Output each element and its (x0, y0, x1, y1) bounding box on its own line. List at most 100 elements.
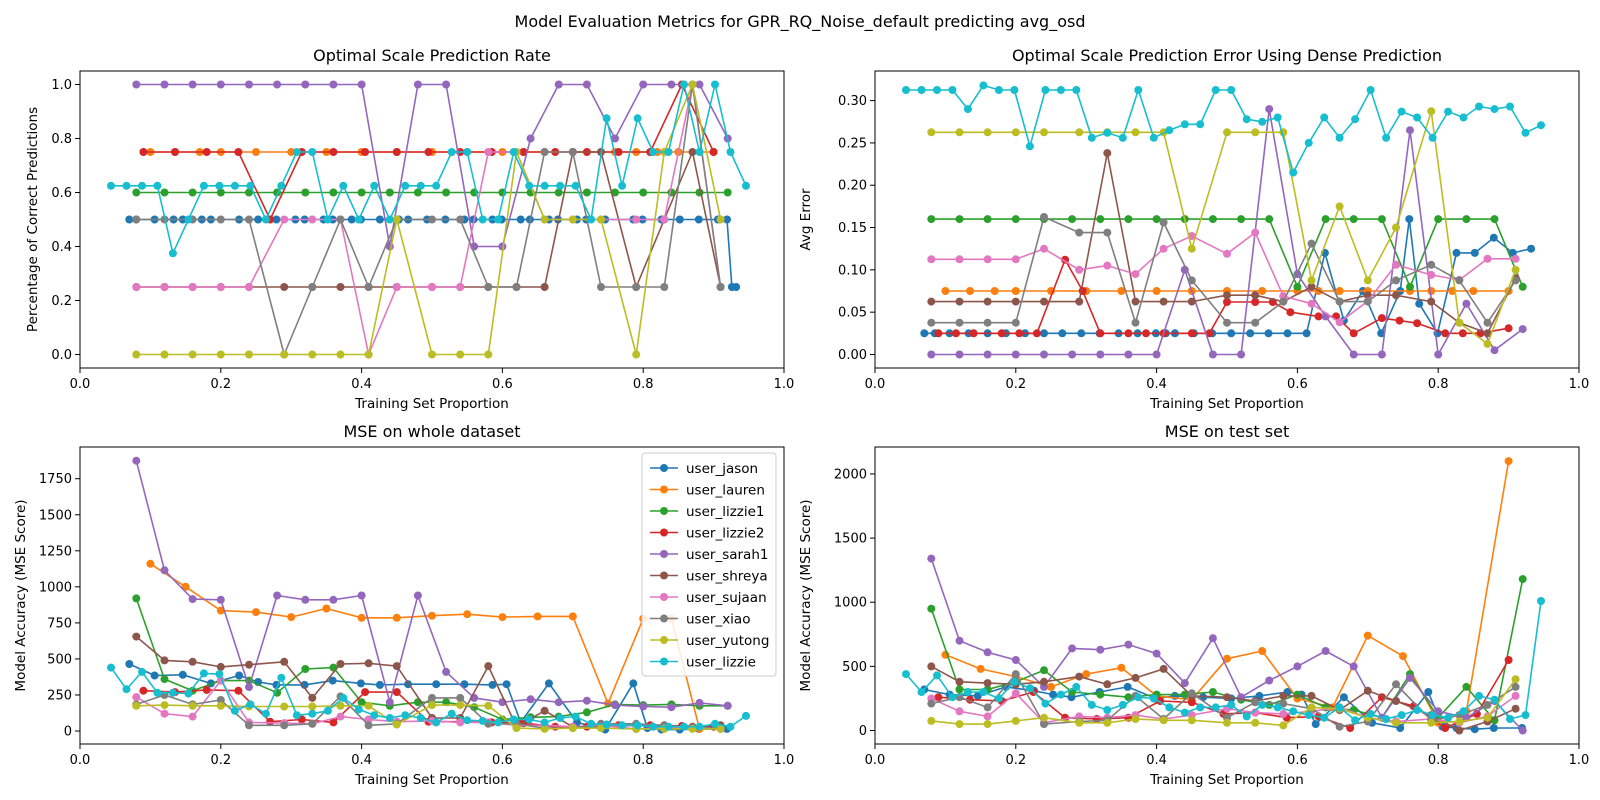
data-point (1490, 695, 1499, 704)
data-point (695, 148, 704, 156)
data-point (963, 105, 972, 114)
data-point (132, 456, 141, 465)
data-point (1462, 215, 1471, 224)
data-point (150, 671, 159, 680)
data-point (955, 707, 964, 716)
data-point (1211, 703, 1220, 712)
data-point (716, 724, 725, 733)
data-point (544, 679, 553, 688)
data-point (1011, 287, 1020, 295)
data-point (160, 283, 169, 291)
data-point (329, 595, 338, 604)
data-point (1413, 113, 1422, 122)
data-point (948, 86, 957, 94)
data-point (1165, 126, 1174, 135)
data-point (902, 670, 910, 679)
data-point (983, 128, 992, 137)
data-point (994, 86, 1003, 94)
data-point (478, 215, 487, 224)
data-point (582, 708, 591, 717)
data-point (188, 350, 197, 359)
data-point (329, 80, 338, 89)
data-point (336, 215, 345, 224)
data-point (1320, 113, 1329, 122)
data-point (107, 663, 115, 672)
data-point (1223, 128, 1231, 137)
data-point (139, 686, 148, 695)
data-point (280, 657, 289, 666)
data-point (1382, 715, 1391, 723)
series-line-user-sarah1 (931, 108, 1524, 356)
data-point (1392, 291, 1400, 300)
data-point (160, 188, 169, 197)
data-point (1521, 711, 1530, 720)
data-point (132, 693, 141, 702)
data-point (347, 215, 356, 224)
data-point (1286, 308, 1295, 317)
legend-item-user-yutong: user_yutong (650, 633, 769, 649)
y-tick-label: 0.6 (51, 186, 72, 201)
data-point (1366, 709, 1375, 718)
data-point (308, 702, 317, 711)
data-point (933, 86, 941, 94)
data-point (246, 181, 255, 190)
data-point (364, 659, 373, 668)
series-user-lizzie2 (934, 255, 1513, 338)
data-point (1149, 133, 1158, 142)
data-point (1521, 128, 1530, 137)
data-point (277, 181, 286, 190)
data-point (902, 86, 910, 94)
data-point (1223, 298, 1231, 306)
data-point (245, 283, 253, 291)
data-point (688, 80, 697, 89)
y-tick-label: 0 (64, 725, 72, 740)
data-point (1335, 703, 1344, 712)
data-point (1415, 299, 1424, 308)
data-point (711, 719, 719, 728)
data-point (660, 283, 669, 291)
data-point (716, 283, 725, 291)
data-point (1075, 297, 1084, 306)
data-point (308, 283, 317, 291)
data-point (160, 701, 169, 710)
data-point (983, 679, 992, 688)
data-point (983, 255, 992, 264)
data-point (1011, 255, 1020, 264)
data-point (1077, 329, 1086, 338)
data-point (216, 80, 225, 89)
data-point (188, 80, 197, 89)
data-point (1075, 128, 1084, 137)
data-point (1040, 244, 1048, 253)
data-point (1075, 228, 1084, 237)
data-point (723, 701, 732, 710)
data-point (1377, 350, 1386, 359)
x-tick-label: 0.2 (210, 377, 231, 392)
data-point (1406, 126, 1414, 135)
data-point (540, 718, 549, 727)
data-point (983, 712, 992, 721)
series-user-shreya (927, 149, 1520, 338)
data-point (1223, 718, 1231, 727)
data-point (1470, 725, 1479, 734)
data-point (1279, 709, 1288, 718)
data-point (554, 188, 563, 197)
data-point (245, 188, 253, 197)
data-point (1187, 297, 1196, 306)
data-point (1335, 722, 1344, 731)
data-point (1040, 720, 1048, 729)
data-point (1273, 703, 1282, 712)
data-point (246, 700, 255, 709)
data-point (1011, 128, 1020, 137)
data-point (1072, 86, 1081, 94)
legend-marker (660, 528, 668, 537)
data-point (1511, 691, 1520, 700)
data-point (336, 712, 345, 721)
data-point (132, 80, 141, 89)
data-point (1096, 350, 1105, 359)
series-user-sarah1 (927, 105, 1527, 359)
data-point (234, 686, 243, 695)
data-point (1117, 663, 1126, 672)
data-point (336, 660, 345, 668)
data-point (484, 701, 493, 710)
data-point (1349, 350, 1358, 359)
